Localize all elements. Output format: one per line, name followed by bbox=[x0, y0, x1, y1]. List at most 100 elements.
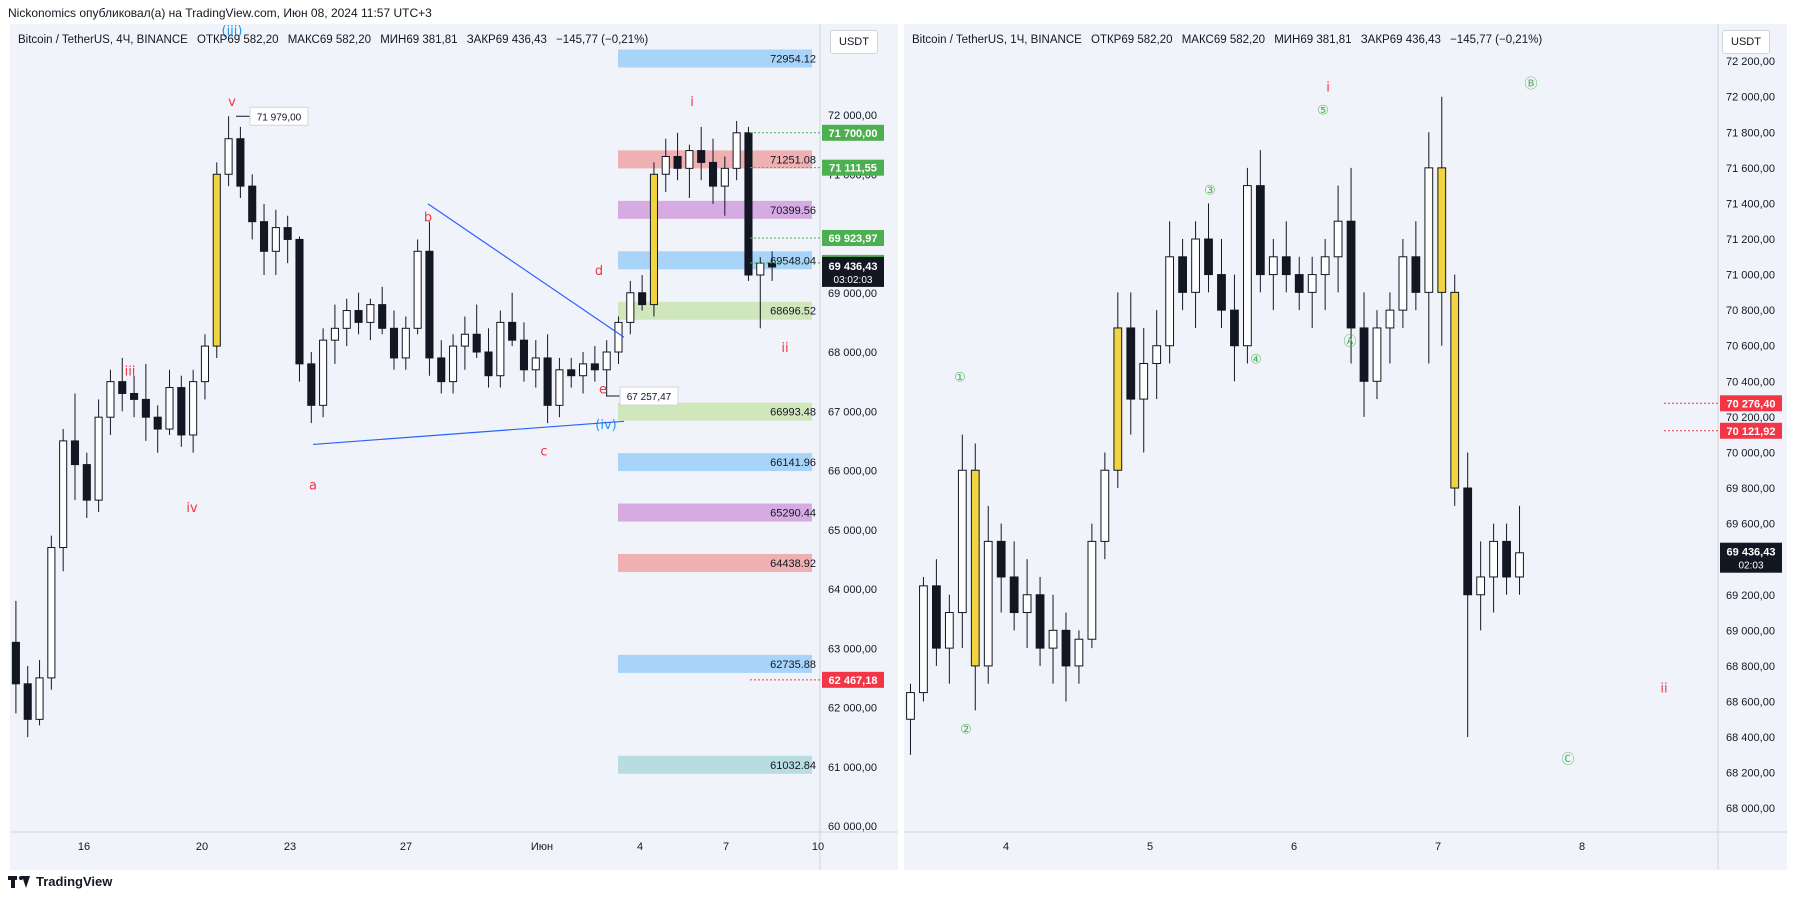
wave-label-10: i bbox=[690, 95, 694, 110]
wave-label-4: ⑤ bbox=[1317, 103, 1329, 118]
candle-body-41 bbox=[496, 321, 505, 377]
price-tick-label: 69 200,00 bbox=[1726, 590, 1775, 602]
left-legend-change: −145,77 (−0,21%) bbox=[556, 34, 649, 46]
price-badge-2 bbox=[822, 230, 884, 247]
candle-body-31 bbox=[1307, 274, 1317, 293]
price-tick-label: 68 200,00 bbox=[1726, 768, 1775, 780]
candle-body-7 bbox=[996, 540, 1006, 578]
candle-body-18 bbox=[224, 138, 233, 175]
wave-label-6: Ⓑ bbox=[1524, 77, 1537, 92]
fib-level-band-4 bbox=[618, 301, 812, 320]
wave-label-3: iv bbox=[186, 501, 198, 516]
wave-label-7: d bbox=[595, 264, 603, 279]
right-legend-change: −145,77 (−0,21%) bbox=[1450, 34, 1543, 46]
candle-body-12 bbox=[153, 416, 162, 430]
price-tick-label: 62 000,00 bbox=[828, 703, 877, 715]
wave-label-1: v bbox=[228, 95, 236, 110]
candle-body-10 bbox=[130, 392, 139, 400]
right-currency-button[interactable]: USDT bbox=[1722, 30, 1770, 54]
wave-label-11: ii bbox=[781, 341, 788, 356]
callout-label-1: 67 257,47 bbox=[627, 392, 672, 403]
fib-level-band-9 bbox=[618, 654, 812, 673]
candle-body-24 bbox=[1217, 274, 1226, 311]
left-currency-button[interactable]: USDT bbox=[830, 30, 878, 54]
date-tick-label: 6 bbox=[1291, 841, 1297, 853]
price-tick-label: 70 800,00 bbox=[1726, 305, 1775, 317]
candle-body-64 bbox=[768, 262, 777, 268]
price-tick-label: 71 800,00 bbox=[1726, 127, 1775, 139]
price-badge-label-1: 70 121,92 bbox=[1727, 426, 1776, 438]
price-tick-label: 68 400,00 bbox=[1726, 732, 1775, 744]
right-legend-high: МАКС69 582,20 bbox=[1181, 34, 1265, 46]
publisher-header: Nickonomics опубликовал(а) на TradingVie… bbox=[8, 6, 432, 20]
candle-body-3 bbox=[47, 547, 56, 679]
date-tick-label: 20 bbox=[196, 841, 208, 853]
fib-level-band-6 bbox=[618, 453, 812, 472]
candle-body-33 bbox=[401, 327, 410, 359]
candle-body-17 bbox=[212, 173, 221, 347]
candle-body-57 bbox=[685, 150, 694, 169]
price-tick-label: 72 200,00 bbox=[1726, 56, 1775, 68]
left-chart-canvas[interactable]: 72954.12 71251.08 70399.56 69548.04 68696.52… bbox=[10, 24, 898, 870]
wave-label-6: c bbox=[540, 445, 547, 460]
wave-label-5: b bbox=[424, 211, 432, 226]
price-tick-label: 69 800,00 bbox=[1726, 483, 1775, 495]
candle-body-10 bbox=[1035, 594, 1045, 649]
right-legend-symbol: Bitcoin / TetherUS, 1Ч, BINANCE bbox=[912, 34, 1082, 46]
date-tick-label: Июн bbox=[531, 841, 553, 853]
candle-body-33 bbox=[1333, 220, 1343, 258]
fib-level-band-10 bbox=[618, 755, 812, 774]
candle-body-0 bbox=[11, 641, 20, 685]
candle-body-28 bbox=[1268, 256, 1278, 276]
tradingview-footer[interactable]: TradingView bbox=[8, 874, 112, 889]
candle-body-31 bbox=[378, 304, 387, 329]
candle-body-30 bbox=[366, 304, 375, 323]
left-chart-pane[interactable]: 72954.12 71251.08 70399.56 69548.04 68696.52… bbox=[10, 24, 898, 870]
candle-body-50 bbox=[602, 351, 611, 371]
candle-body-37 bbox=[1385, 309, 1395, 329]
candle-body-14 bbox=[1087, 540, 1097, 640]
candle-body-47 bbox=[1515, 552, 1524, 578]
candle-body-0 bbox=[906, 692, 915, 720]
wave-label-8: i bbox=[1326, 80, 1330, 95]
tradingview-logo-icon bbox=[8, 875, 30, 888]
candle-body-38 bbox=[1398, 256, 1408, 311]
price-tick-label: 71 200,00 bbox=[1726, 234, 1775, 246]
price-tick-label: 70 600,00 bbox=[1726, 341, 1775, 353]
date-tick-label: 23 bbox=[284, 841, 296, 853]
wave-label-0: ① bbox=[954, 370, 966, 385]
candle-body-19 bbox=[1152, 345, 1162, 365]
wave-label-0: (iii) bbox=[222, 24, 243, 39]
candle-body-37 bbox=[449, 345, 458, 383]
price-tick-label: 72 000,00 bbox=[828, 110, 877, 122]
candle-body-11 bbox=[1048, 629, 1058, 649]
fib-level-label-2: 70399.56 bbox=[770, 205, 816, 217]
candle-body-20 bbox=[248, 185, 257, 223]
right-chart-pane[interactable]: 72 200,00 72 000,00 71 800,00 71 600,00 71 4… bbox=[904, 24, 1787, 870]
candle-body-17 bbox=[1126, 327, 1136, 400]
triangle-trendline-1 bbox=[312, 420, 625, 446]
candle-body-24 bbox=[295, 238, 304, 365]
right-legend-low: МИН69 381,81 bbox=[1274, 34, 1352, 46]
price-badge-label-1: 71 111,55 bbox=[829, 163, 877, 175]
price-tick-label: 69 600,00 bbox=[1726, 519, 1775, 531]
candle-body-41 bbox=[1437, 167, 1447, 293]
last-price-badge bbox=[1720, 542, 1782, 573]
price-badge-label-0: 71 700,00 bbox=[829, 128, 878, 140]
wave-label-5: Ⓐ bbox=[1343, 335, 1356, 350]
candle-body-62 bbox=[744, 132, 753, 276]
candle-body-46 bbox=[1502, 540, 1511, 578]
candle-body-46 bbox=[555, 369, 564, 406]
candle-body-21 bbox=[259, 221, 269, 252]
right-legend-open: ОТКР69 582,20 bbox=[1091, 34, 1173, 46]
fib-level-label-10: 61032.84 bbox=[770, 760, 816, 772]
candle-body-28 bbox=[342, 310, 351, 329]
candle-body-25 bbox=[307, 363, 316, 406]
right-chart-canvas[interactable]: 72 200,00 72 000,00 71 800,00 71 600,00 71 4… bbox=[904, 24, 1787, 870]
candle-body-1 bbox=[23, 683, 32, 720]
candle-body-22 bbox=[1191, 238, 1200, 293]
wave-label-3: ④ bbox=[1250, 353, 1262, 368]
price-tick-label: 72 000,00 bbox=[1726, 92, 1775, 104]
candle-body-59 bbox=[708, 161, 718, 187]
candle-body-60 bbox=[720, 167, 729, 187]
